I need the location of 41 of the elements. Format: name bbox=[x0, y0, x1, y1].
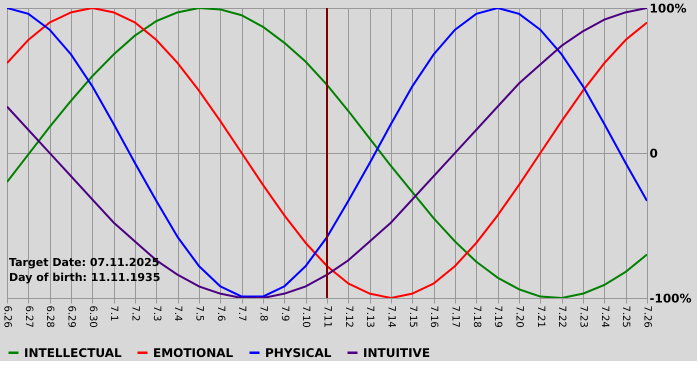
x-tick-label: 7.4 bbox=[172, 306, 184, 322]
x-tick-label: 7.24 bbox=[598, 306, 610, 328]
x-tick-label: 7.7 bbox=[236, 306, 248, 322]
x-tick-label: 7.18 bbox=[470, 306, 482, 328]
x-tick-label: 7.14 bbox=[386, 306, 396, 328]
x-tick-label: 7.9 bbox=[278, 306, 290, 322]
x-tick-label: 7.2 bbox=[130, 306, 140, 322]
x-tick-label: 7.19 bbox=[492, 306, 504, 328]
x-tick-label: 7.20 bbox=[514, 306, 524, 328]
x-tick-label: 7.12 bbox=[342, 306, 354, 328]
x-tick-label: 7.23 bbox=[578, 306, 588, 328]
x-tick-label: 7.3 bbox=[150, 306, 162, 322]
x-tick-label: 7.1 bbox=[108, 306, 120, 322]
x-tick-label: 7.16 bbox=[428, 306, 440, 328]
x-tick-label: 7.15 bbox=[406, 306, 418, 328]
x-tick-label: 7.11 bbox=[322, 306, 332, 328]
x-tick-label: 7.22 bbox=[556, 306, 568, 328]
legend-label: INTUITIVE bbox=[363, 346, 430, 360]
x-tick-label: 6.26 bbox=[2, 306, 12, 328]
x-tick-label: 7.21 bbox=[534, 306, 546, 328]
x-tick-label: 6.28 bbox=[44, 306, 56, 328]
x-tick-label: 6.29 bbox=[66, 306, 76, 328]
x-tick-label: 7.17 bbox=[450, 306, 460, 328]
x-tick-label: 6.30 bbox=[86, 306, 98, 328]
x-tick-label: 7.5 bbox=[194, 306, 204, 322]
legend-label: EMOTIONAL bbox=[153, 346, 234, 360]
x-tick-label: 7.25 bbox=[620, 306, 632, 328]
x-tick-label: 7.13 bbox=[364, 306, 376, 328]
x-tick-label: 6.27 bbox=[22, 306, 34, 328]
line-series bbox=[7, 8, 647, 298]
annotation: Day of birth: 11.11.1935 bbox=[9, 271, 160, 284]
x-tick-label: 7.26 bbox=[642, 306, 652, 328]
legend-label: INTELLECTUAL bbox=[24, 346, 122, 360]
x-tick-label: 7.6 bbox=[214, 306, 226, 322]
x-tick-label: 7.10 bbox=[300, 306, 312, 328]
y-tick-label: 0 bbox=[650, 146, 658, 160]
y-tick-label: -100% bbox=[650, 292, 692, 306]
annotation: Target Date: 07.11.2025 bbox=[9, 256, 160, 269]
x-tick-label: 7.8 bbox=[258, 306, 268, 322]
legend-label: PHYSICAL bbox=[265, 346, 332, 360]
y-tick-label: 100% bbox=[650, 2, 687, 16]
